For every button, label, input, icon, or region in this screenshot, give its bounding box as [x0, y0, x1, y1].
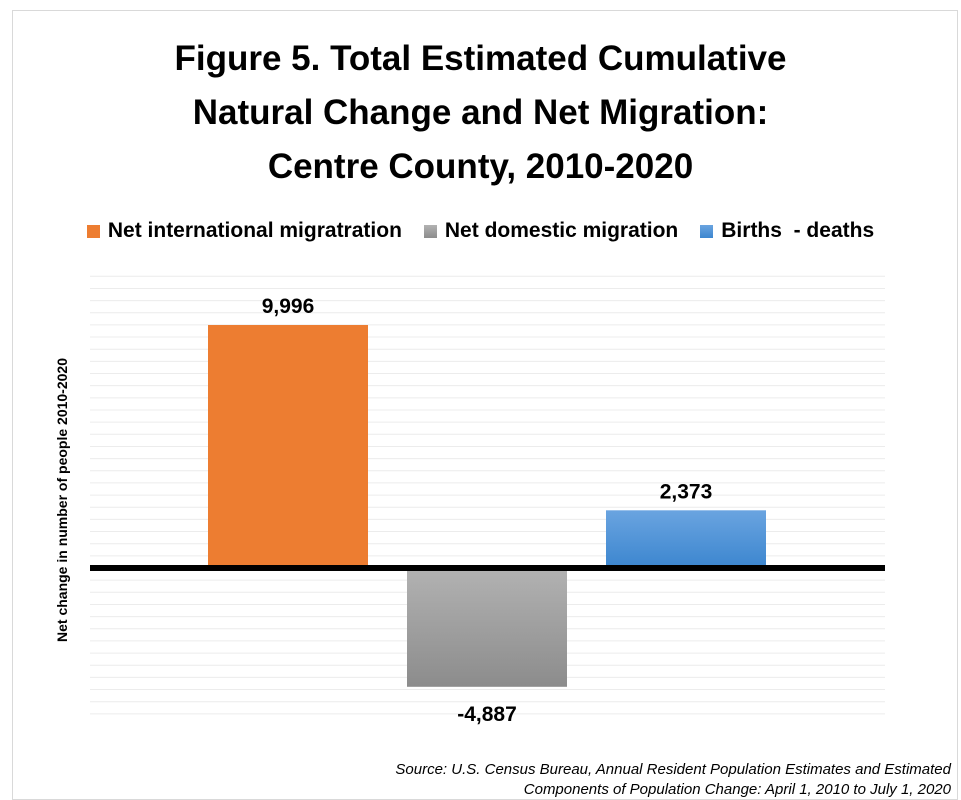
- legend-label-natural: Births - deaths: [721, 219, 875, 242]
- data-label-2: 2,373: [660, 480, 713, 503]
- y-axis-label: Net change in number of people 2010-2020: [54, 358, 70, 642]
- legend-item-international: Net international migratration: [86, 219, 402, 243]
- legend-item-natural: Births - deaths: [700, 219, 874, 243]
- bar-1: [407, 568, 567, 687]
- legend-swatch-natural: [700, 224, 714, 238]
- data-label-1: -4,887: [457, 703, 517, 726]
- chart-bars: [208, 325, 766, 687]
- legend-label-international: Net international migratration: [107, 219, 402, 242]
- legend-label-domestic: Net domestic migration: [444, 219, 679, 242]
- legend-swatch-domestic: [423, 224, 437, 238]
- chart-title: Figure 5. Total Estimated Cumulative Nat…: [0, 32, 961, 194]
- legend-item-domestic: Net domestic migration: [423, 219, 679, 243]
- legend-swatch-international: [86, 224, 100, 238]
- chart-legend: Net international migratration Net domes…: [0, 216, 961, 246]
- source-note: Source: U.S. Census Bureau, Annual Resid…: [51, 760, 951, 800]
- data-label-0: 9,996: [262, 295, 315, 318]
- source-note-line-1: Source: U.S. Census Bureau, Annual Resid…: [395, 761, 951, 778]
- chart-data-labels: 9,996 -4,887 2,373: [262, 295, 713, 726]
- source-note-line-2: Components of Population Change: April 1…: [523, 781, 951, 798]
- chart-title-line-3: Centre County, 2010-2020: [267, 147, 694, 186]
- chart-title-line-2: Natural Change and Net Migration:: [192, 93, 769, 132]
- bar-0: [208, 325, 368, 568]
- chart-title-line-1: Figure 5. Total Estimated Cumulative: [174, 39, 787, 78]
- bar-2: [606, 510, 766, 568]
